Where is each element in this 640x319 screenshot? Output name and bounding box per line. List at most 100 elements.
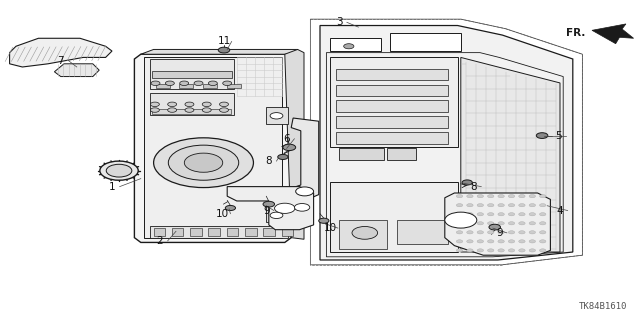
- Text: 5: 5: [555, 130, 561, 141]
- Polygon shape: [141, 49, 298, 54]
- Circle shape: [467, 249, 473, 252]
- Circle shape: [218, 47, 230, 53]
- Polygon shape: [227, 187, 314, 230]
- Circle shape: [477, 195, 484, 198]
- Text: 4: 4: [557, 205, 563, 216]
- Bar: [245, 228, 257, 236]
- Bar: [154, 228, 165, 236]
- Circle shape: [168, 108, 177, 112]
- Bar: [336, 116, 448, 128]
- Text: 7: 7: [58, 56, 64, 66]
- Circle shape: [270, 212, 283, 219]
- Bar: [204, 84, 218, 88]
- Circle shape: [529, 204, 536, 207]
- Bar: [156, 84, 170, 88]
- Circle shape: [270, 113, 283, 119]
- Circle shape: [209, 81, 218, 85]
- Circle shape: [540, 240, 546, 243]
- Circle shape: [150, 102, 159, 107]
- Circle shape: [498, 240, 504, 243]
- Circle shape: [202, 108, 211, 112]
- Circle shape: [477, 231, 484, 234]
- Circle shape: [456, 204, 463, 207]
- Bar: [266, 107, 288, 124]
- Bar: [190, 228, 202, 236]
- Polygon shape: [54, 64, 99, 77]
- Circle shape: [185, 102, 194, 107]
- Circle shape: [498, 231, 504, 234]
- Bar: [152, 71, 232, 78]
- Circle shape: [456, 213, 463, 216]
- Circle shape: [352, 226, 378, 239]
- Circle shape: [508, 231, 515, 234]
- Circle shape: [529, 231, 536, 234]
- Circle shape: [278, 154, 288, 160]
- Circle shape: [467, 195, 473, 198]
- Bar: [152, 109, 231, 114]
- Circle shape: [184, 153, 223, 172]
- Circle shape: [477, 204, 484, 207]
- Circle shape: [202, 102, 211, 107]
- Circle shape: [498, 195, 504, 198]
- Circle shape: [536, 133, 548, 138]
- Circle shape: [467, 231, 473, 234]
- Circle shape: [456, 222, 463, 225]
- Circle shape: [508, 240, 515, 243]
- Circle shape: [488, 204, 494, 207]
- Circle shape: [540, 249, 546, 252]
- Text: 2: 2: [157, 236, 163, 246]
- Circle shape: [344, 44, 354, 49]
- Circle shape: [540, 213, 546, 216]
- Polygon shape: [445, 193, 550, 255]
- Circle shape: [518, 240, 525, 243]
- Bar: [336, 100, 448, 112]
- Circle shape: [540, 204, 546, 207]
- Bar: [330, 38, 381, 51]
- Circle shape: [498, 222, 504, 225]
- Text: 10: 10: [216, 209, 229, 219]
- Text: 1: 1: [109, 182, 115, 192]
- Circle shape: [223, 81, 232, 85]
- Polygon shape: [592, 24, 634, 44]
- Circle shape: [540, 195, 546, 198]
- Bar: [227, 228, 238, 236]
- Circle shape: [456, 240, 463, 243]
- Bar: [150, 226, 288, 238]
- Polygon shape: [320, 26, 573, 260]
- Circle shape: [456, 231, 463, 234]
- Circle shape: [488, 240, 494, 243]
- Bar: [144, 57, 282, 238]
- Bar: [330, 57, 458, 147]
- Circle shape: [508, 195, 515, 198]
- Circle shape: [462, 180, 472, 185]
- Circle shape: [488, 213, 494, 216]
- Circle shape: [540, 231, 546, 234]
- Circle shape: [477, 240, 484, 243]
- Circle shape: [319, 218, 329, 223]
- Polygon shape: [285, 49, 304, 239]
- Circle shape: [275, 203, 295, 213]
- Text: 11: 11: [218, 36, 230, 47]
- Polygon shape: [461, 57, 560, 252]
- Circle shape: [489, 224, 500, 230]
- Circle shape: [529, 195, 536, 198]
- Polygon shape: [291, 118, 319, 201]
- Text: 10: 10: [324, 223, 337, 233]
- Circle shape: [488, 231, 494, 234]
- Polygon shape: [10, 38, 112, 67]
- Text: 9: 9: [496, 228, 502, 238]
- Circle shape: [225, 205, 236, 211]
- Bar: [172, 228, 184, 236]
- Bar: [266, 204, 288, 222]
- Text: 3: 3: [336, 17, 342, 27]
- Text: 9: 9: [263, 205, 269, 216]
- Circle shape: [106, 164, 132, 177]
- Circle shape: [529, 249, 536, 252]
- Circle shape: [150, 108, 159, 112]
- Circle shape: [529, 222, 536, 225]
- Circle shape: [477, 249, 484, 252]
- Circle shape: [498, 204, 504, 207]
- Bar: [387, 148, 416, 160]
- Circle shape: [518, 222, 525, 225]
- Circle shape: [540, 222, 546, 225]
